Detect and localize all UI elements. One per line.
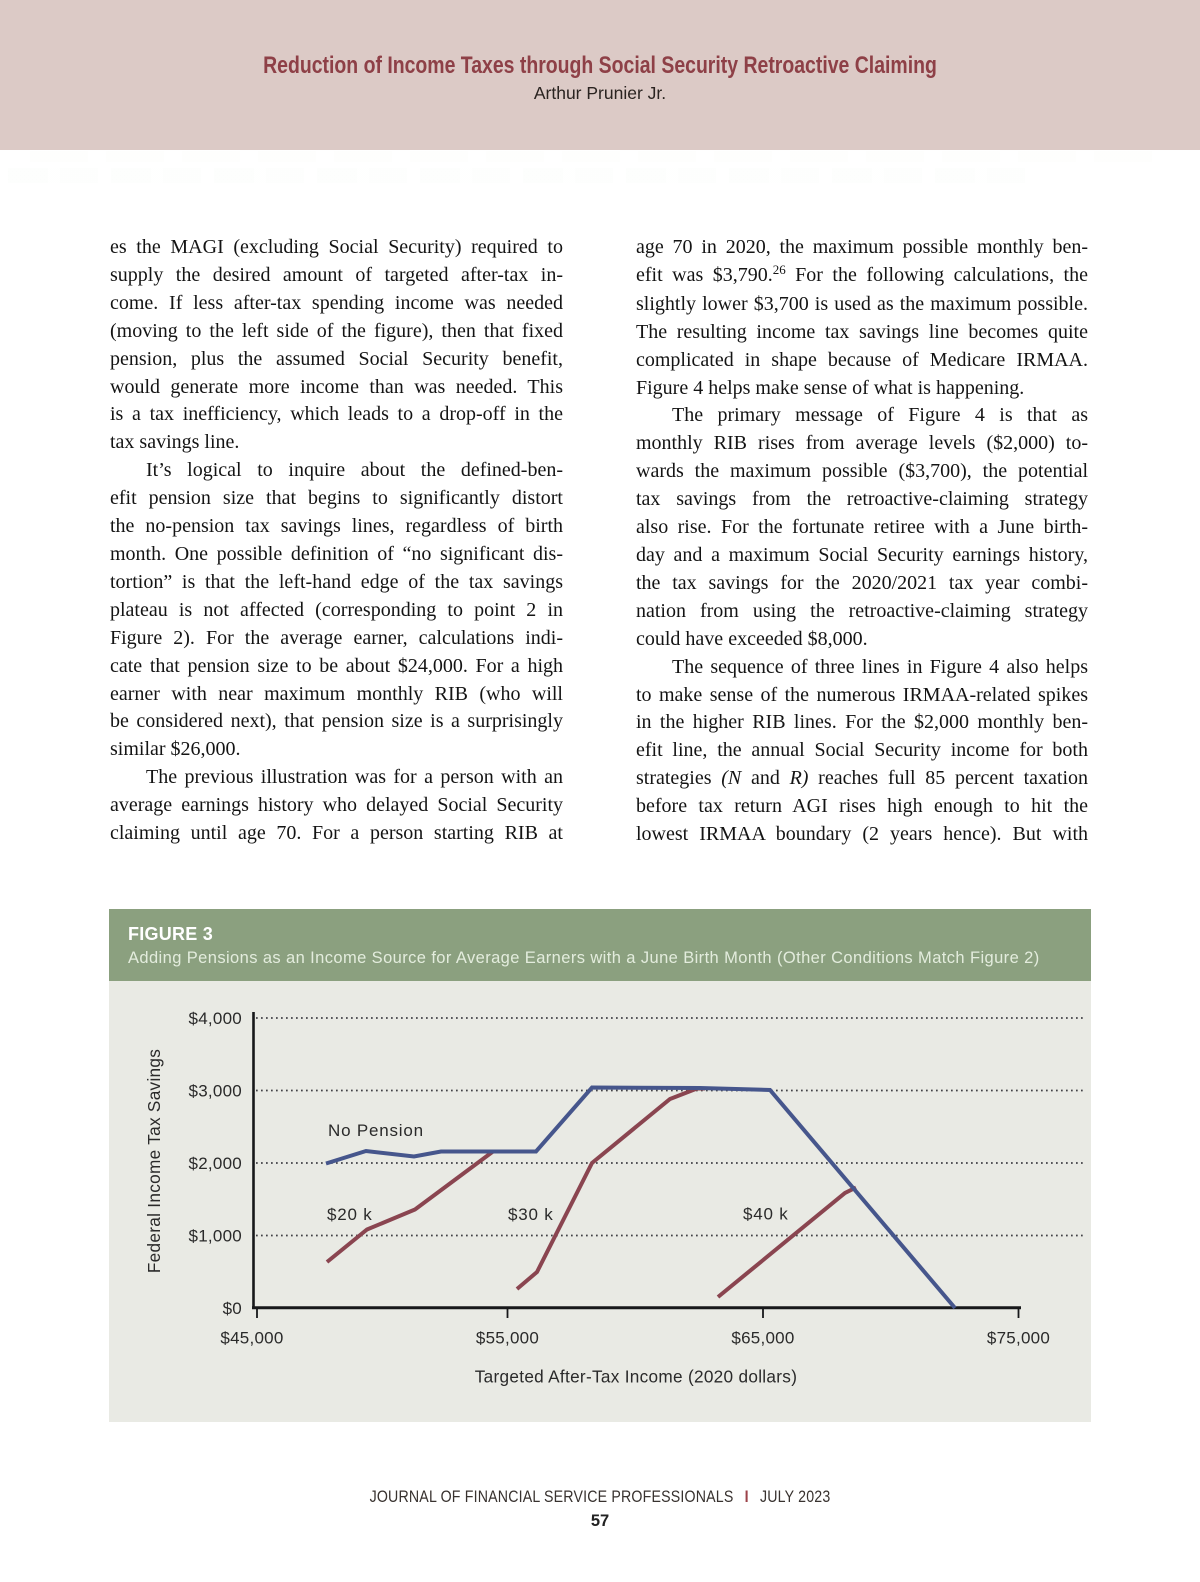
svg-text:$2,000: $2,000 <box>189 1154 243 1173</box>
svg-text:$4,000: $4,000 <box>189 1009 243 1028</box>
svg-text:$3,000: $3,000 <box>189 1082 243 1101</box>
svg-text:$20 k: $20 k <box>327 1205 373 1224</box>
svg-text:$30 k: $30 k <box>508 1205 554 1224</box>
svg-text:$40 k: $40 k <box>743 1205 789 1224</box>
svg-text:$45,000: $45,000 <box>220 1329 283 1348</box>
svg-text:Targeted After-Tax Income (202: Targeted After-Tax Income (2020 dollars) <box>475 1367 797 1387</box>
svg-text:$65,000: $65,000 <box>731 1329 794 1348</box>
svg-text:$0: $0 <box>223 1299 242 1318</box>
svg-text:No Pension: No Pension <box>328 1121 424 1140</box>
svg-text:$55,000: $55,000 <box>476 1329 539 1348</box>
svg-text:Federal Income Tax Savings: Federal Income Tax Savings <box>144 1049 164 1273</box>
svg-text:$1,000: $1,000 <box>189 1227 243 1246</box>
svg-text:$75,000: $75,000 <box>987 1329 1050 1348</box>
